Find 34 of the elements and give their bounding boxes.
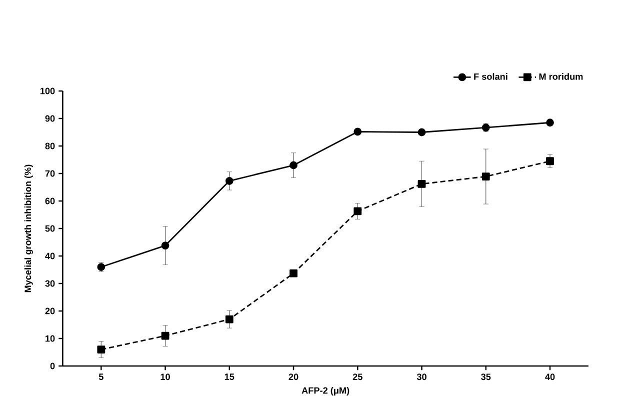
point [482, 172, 490, 180]
y-tick-label: 90 [45, 115, 55, 122]
y-tick-label: 50 [45, 225, 55, 232]
x-tick-label: 5 [98, 373, 104, 380]
point [225, 176, 234, 185]
point [161, 241, 170, 250]
x-axis-title: AFP-2 (μM) [302, 386, 350, 396]
point [161, 332, 170, 340]
y-tick-label: 30 [45, 280, 55, 286]
point [290, 161, 298, 169]
x-tick-label: 20 [288, 373, 298, 380]
point [290, 269, 298, 278]
x-tick-label: 30 [416, 373, 426, 380]
y-tick-label: 10 [46, 335, 55, 342]
x-tick-label: 25 [352, 373, 362, 380]
y-tick-label: 60 [45, 198, 55, 204]
legend-label: F solani [474, 72, 508, 80]
point [546, 156, 554, 165]
y-tick-label: 40 [45, 252, 55, 260]
y-tick-label: 100 [40, 88, 55, 94]
x-tick-label: 35 [481, 373, 491, 380]
x-tick-label: 10 [160, 373, 170, 380]
legend-label: M roridum [539, 72, 583, 80]
x-tick-label: 40 [545, 373, 555, 380]
y-tick-label: 70 [45, 170, 55, 176]
y-tick-label: 80 [45, 142, 55, 149]
y-tick-label: 0 [50, 362, 55, 370]
point [225, 315, 234, 323]
point [418, 180, 426, 188]
point [97, 345, 106, 354]
x-tick-label: 15 [224, 373, 234, 380]
y-tick-label: 20 [45, 308, 55, 314]
point [354, 207, 362, 215]
y-axis-title: Mycelial growth inhibition (%) [24, 164, 33, 292]
